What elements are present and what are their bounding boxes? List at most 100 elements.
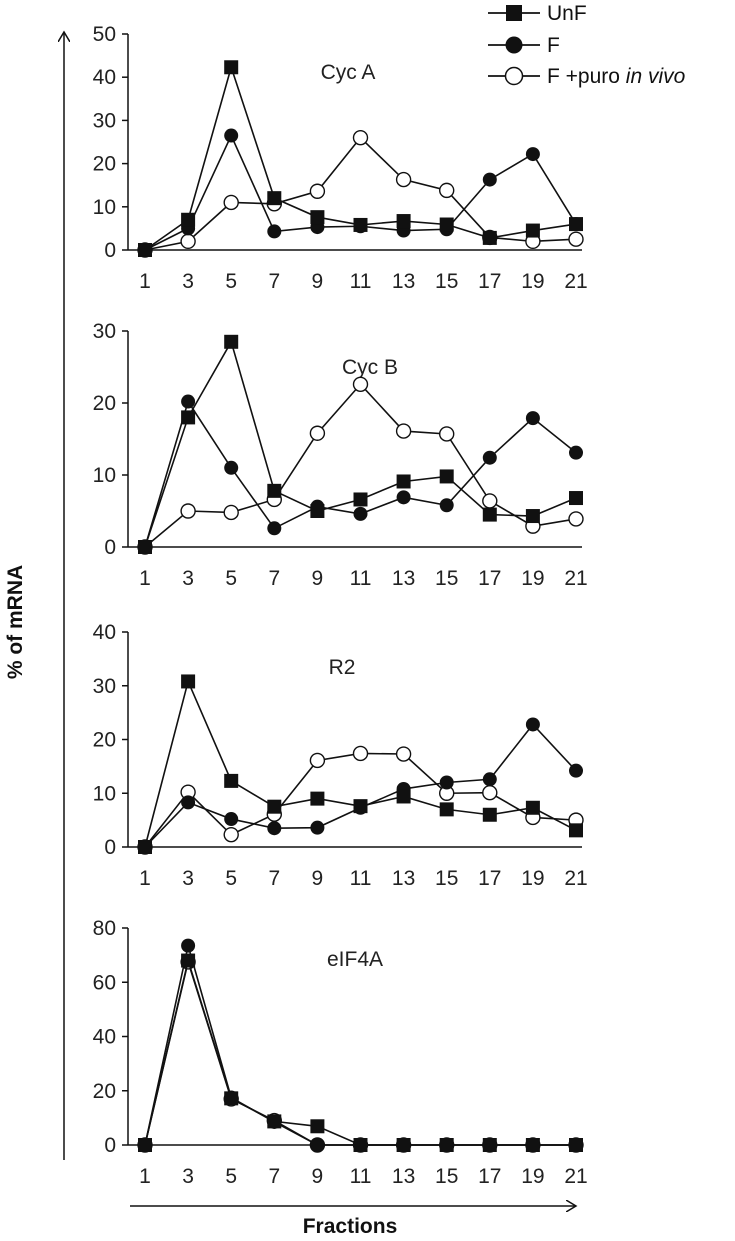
data-point-square — [224, 1091, 239, 1106]
data-point-square — [569, 491, 583, 506]
data-point-circle-filled — [181, 938, 196, 953]
data-point-circle-open — [352, 129, 369, 146]
y-tick-label: 20 — [93, 729, 116, 752]
x-tick-label: 7 — [268, 270, 280, 293]
x-tick-label: 11 — [350, 1165, 372, 1188]
data-point-circle-open — [482, 785, 498, 801]
data-point-square — [224, 773, 239, 788]
data-point-circle-open — [223, 194, 239, 211]
panel-title: eIF4A — [327, 948, 383, 971]
data-point-square — [181, 212, 196, 227]
data-point-square — [439, 1138, 454, 1152]
series-line — [144, 723, 577, 848]
y-tick-label: 0 — [104, 836, 116, 859]
data-point-circle-open — [180, 503, 196, 519]
panel-title: R2 — [329, 656, 356, 679]
data-point-circle-open — [309, 752, 326, 769]
data-point-circle-open — [395, 746, 412, 762]
data-point-square — [267, 1114, 282, 1129]
x-tick-label: 1 — [139, 867, 151, 890]
data-point-circle-filled — [181, 394, 196, 409]
data-point-circle-filled — [267, 521, 282, 536]
data-point-circle-open — [309, 425, 326, 441]
x-tick-label: 7 — [268, 567, 280, 590]
data-point-square — [396, 474, 411, 489]
data-point-circle-open — [395, 171, 412, 188]
data-point-square — [525, 1138, 540, 1152]
x-tick-label: 19 — [521, 867, 544, 890]
y-tick-label: 0 — [104, 239, 116, 262]
x-tick-label: 11 — [350, 270, 372, 293]
data-point-circle-filled — [310, 1138, 325, 1152]
x-axis-label: Fractions — [303, 1215, 398, 1238]
legend-marker-circle-filled — [505, 36, 523, 54]
series-circle-filled — [138, 128, 583, 257]
data-point-square — [181, 953, 196, 968]
x-tick-label: 5 — [225, 567, 237, 590]
data-point-circle-filled — [482, 172, 497, 187]
data-point-circle-open — [223, 504, 239, 521]
panel-title: Cyc B — [342, 356, 398, 379]
data-point-square — [439, 469, 454, 484]
data-point-circle-open — [568, 511, 584, 527]
y-tick-label: 40 — [93, 66, 116, 89]
data-point-square — [569, 217, 583, 232]
data-point-circle-filled — [439, 498, 454, 513]
legend: UnF F F +puro in vivo — [488, 2, 686, 88]
data-point-square — [138, 1138, 152, 1152]
data-point-circle-filled — [569, 445, 583, 460]
x-tick-label: 9 — [312, 270, 324, 293]
x-tick-label: 1 — [139, 270, 151, 293]
data-point-square — [569, 823, 583, 838]
data-point-circle-filled — [224, 812, 239, 827]
data-point-circle-filled — [267, 224, 282, 239]
data-point-circle-open — [180, 233, 196, 250]
data-point-circle-filled — [525, 147, 540, 162]
data-point-square — [310, 791, 325, 806]
y-tick-label: 40 — [93, 1026, 116, 1049]
data-point-circle-filled — [525, 411, 540, 426]
series-line — [144, 957, 576, 1146]
data-point-circle-open — [223, 826, 239, 843]
series-square-filled — [138, 953, 583, 1152]
data-point-square — [353, 799, 368, 814]
y-tick-label: 30 — [93, 109, 116, 132]
data-point-circle-open — [352, 376, 369, 392]
legend-marker-square-filled — [506, 5, 522, 21]
series-square-filled — [138, 60, 583, 257]
data-point-square — [353, 217, 368, 232]
series-line — [144, 679, 577, 848]
data-point-circle-filled — [482, 450, 497, 465]
x-tick-label: 15 — [435, 1165, 458, 1188]
data-point-square — [396, 214, 411, 229]
series-line — [144, 399, 577, 548]
x-tick-label: 17 — [478, 270, 501, 293]
data-point-square — [138, 243, 152, 257]
x-tick-label: 15 — [435, 270, 458, 293]
x-tick-label: 21 — [564, 567, 587, 590]
data-point-square — [267, 799, 282, 814]
data-point-circle-filled — [224, 128, 239, 143]
x-tick-label: 7 — [268, 1165, 280, 1188]
x-tick-label: 15 — [435, 567, 458, 590]
y-tick-label: 20 — [93, 1080, 116, 1103]
data-point-circle-open — [439, 426, 455, 442]
legend-label-unf: UnF — [547, 2, 587, 25]
series-circle-filled — [138, 717, 583, 854]
series-square-filled — [138, 334, 583, 554]
data-point-square — [181, 674, 196, 689]
data-point-circle-open — [352, 745, 369, 762]
data-point-square — [482, 507, 497, 522]
data-point-circle-filled — [181, 795, 196, 810]
x-tick-label: 17 — [478, 567, 501, 590]
data-point-square — [224, 334, 239, 349]
legend-label-f-puro: F +puro in vivo — [547, 65, 686, 88]
series-circle-open — [137, 376, 584, 555]
data-point-circle-filled — [525, 717, 540, 732]
data-point-square — [267, 483, 282, 498]
legend-label-f-puro-text: F +puro — [547, 65, 626, 88]
x-tick-label: 21 — [564, 867, 587, 890]
y-tick-label: 10 — [93, 782, 116, 805]
